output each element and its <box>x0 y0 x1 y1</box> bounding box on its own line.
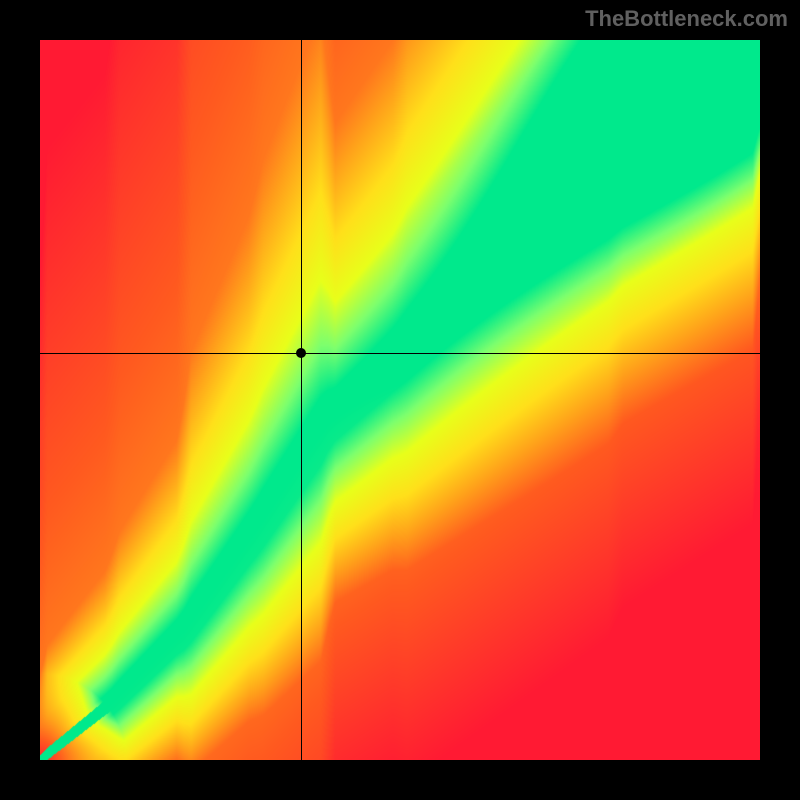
chart-container: TheBottleneck.com <box>0 0 800 800</box>
heatmap-canvas <box>40 40 760 760</box>
plot-area <box>40 40 760 760</box>
crosshair-dot <box>296 348 306 358</box>
crosshair-vertical <box>301 40 302 760</box>
crosshair-horizontal <box>40 353 760 354</box>
watermark-text: TheBottleneck.com <box>585 6 788 32</box>
